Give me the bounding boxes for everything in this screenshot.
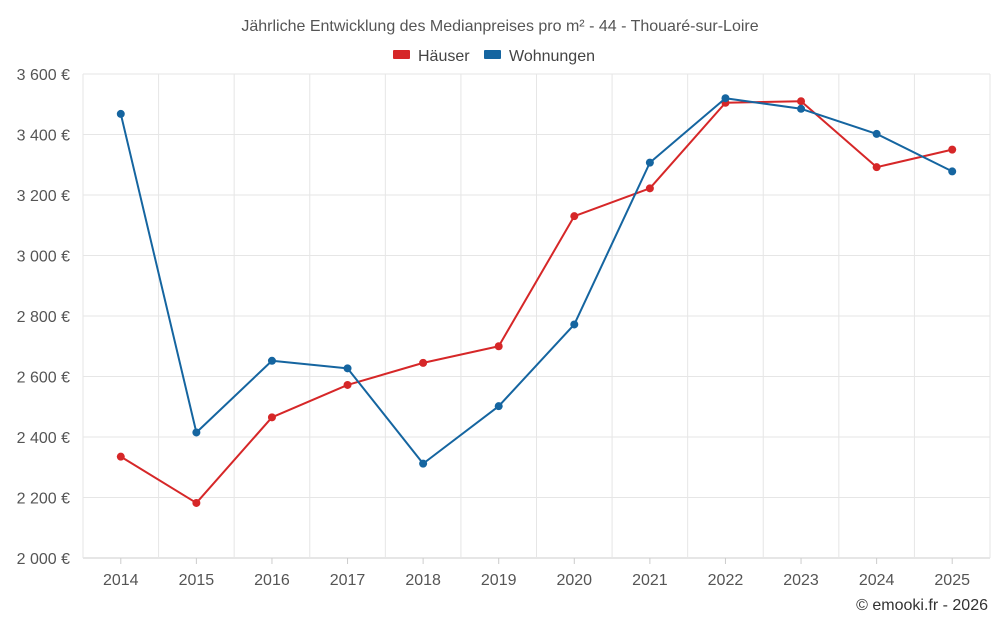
legend-label[interactable]: Wohnungen xyxy=(509,48,595,65)
x-tick-label: 2019 xyxy=(481,572,517,589)
chart-title: Jährliche Entwicklung des Medianpreises … xyxy=(241,18,758,35)
data-point[interactable] xyxy=(343,380,352,389)
y-tick-label: 2 200 € xyxy=(17,491,70,508)
data-point[interactable] xyxy=(343,364,352,373)
data-point[interactable] xyxy=(570,320,579,329)
legend-label[interactable]: Häuser xyxy=(418,48,470,65)
x-tick-label: 2025 xyxy=(934,572,970,589)
data-point[interactable] xyxy=(872,163,881,172)
data-point[interactable] xyxy=(494,402,503,411)
data-point[interactable] xyxy=(192,428,201,437)
data-point[interactable] xyxy=(645,158,654,167)
y-tick-label: 3 000 € xyxy=(17,249,70,266)
x-tick-label: 2016 xyxy=(254,572,290,589)
data-point[interactable] xyxy=(570,212,579,221)
legend-swatch xyxy=(484,50,501,59)
data-point[interactable] xyxy=(872,129,881,138)
legend: Häuser Wohnungen xyxy=(393,48,595,65)
y-tick-label: 2 000 € xyxy=(17,551,70,568)
x-tick-label: 2018 xyxy=(405,572,441,589)
data-point[interactable] xyxy=(116,109,125,118)
x-axis-ticks: 2014 2015 2016 2017 2018 2019 2020 2021 2022 2023… xyxy=(103,558,970,589)
x-tick-label: 2022 xyxy=(708,572,744,589)
data-point[interactable] xyxy=(721,94,730,103)
data-point[interactable] xyxy=(267,413,276,422)
data-point[interactable] xyxy=(419,459,428,468)
data-point[interactable] xyxy=(948,145,957,154)
data-point[interactable] xyxy=(267,356,276,365)
y-tick-label: 3 600 € xyxy=(17,67,70,84)
data-point[interactable] xyxy=(192,498,201,507)
y-tick-label: 2 400 € xyxy=(17,430,70,447)
series-wohnungen xyxy=(116,94,957,468)
grid xyxy=(82,73,991,559)
series-line xyxy=(119,97,953,465)
x-tick-label: 2024 xyxy=(859,572,895,589)
y-tick-label: 3 400 € xyxy=(17,128,70,145)
series-group xyxy=(116,94,957,507)
x-tick-label: 2021 xyxy=(632,572,668,589)
x-tick-label: 2015 xyxy=(179,572,215,589)
x-tick-label: 2017 xyxy=(330,572,366,589)
credit-text: © emooki.fr - 2026 xyxy=(856,597,988,614)
data-point[interactable] xyxy=(116,452,125,461)
data-point[interactable] xyxy=(948,167,957,176)
y-tick-label: 3 200 € xyxy=(17,188,70,205)
y-tick-label: 2 600 € xyxy=(17,370,70,387)
y-tick-label: 2 800 € xyxy=(17,309,70,326)
y-axis-ticks: 2 000 € 2 200 € 2 400 € 2 600 € 2 800 € 3 000… xyxy=(17,67,70,568)
data-point[interactable] xyxy=(797,104,806,113)
x-tick-label: 2014 xyxy=(103,572,139,589)
data-point[interactable] xyxy=(797,97,806,106)
data-point[interactable] xyxy=(494,342,503,351)
data-point[interactable] xyxy=(645,184,654,193)
x-tick-label: 2020 xyxy=(556,572,592,589)
data-point[interactable] xyxy=(419,358,428,367)
legend-swatch xyxy=(393,50,410,59)
x-tick-label: 2023 xyxy=(783,572,819,589)
